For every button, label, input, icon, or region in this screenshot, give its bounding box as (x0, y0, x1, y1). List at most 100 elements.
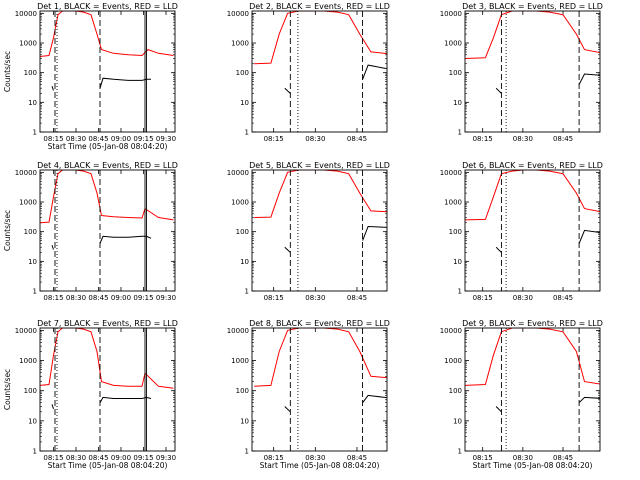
y-tick-label: 1 (245, 129, 249, 137)
x-tick-label: 08:15 (264, 294, 284, 302)
x-tick-label: 08:45 (553, 294, 573, 302)
panel-det-3: 1 10 100 1000 10000 08:15 08:30 08:45 Det 3, BLA… (440, 2, 603, 143)
y-tick-label: 1000 (231, 40, 249, 48)
series-line-2 (362, 225, 387, 241)
y-tick-label: 1000 (19, 40, 37, 48)
x-tick-label: 08:45 (88, 454, 108, 462)
series-line-1 (284, 246, 291, 253)
panel-det-4: 1 10 100 1000 10000 08:15 08:30 08:45 09:00 09:15… (3, 161, 178, 302)
panel-frame (464, 327, 601, 452)
panel-frame (39, 10, 176, 133)
y-tick-label: 10000 (440, 169, 462, 177)
y-tick-label: 1000 (444, 40, 462, 48)
panel-plot-area (254, 11, 387, 94)
y-tick-label: 10000 (15, 10, 37, 18)
series-line-2 (99, 235, 152, 244)
panel-title: Det 2, BLACK = Events, RED = LLD (249, 2, 390, 11)
y-axis-label: Counts/sec (3, 51, 12, 92)
y-tick-label: 100 (236, 69, 249, 77)
series-line-0 (254, 328, 387, 387)
y-tick-label: 100 (24, 69, 37, 77)
series-line-1 (51, 245, 54, 250)
x-tick-label: 08:45 (347, 454, 367, 462)
x-tick-label: 09:30 (156, 135, 176, 143)
x-tick-label: 08:30 (66, 294, 86, 302)
panel-det-5: 1 10 100 1000 10000 08:15 08:30 08:45 Det 5, BLA… (227, 161, 390, 302)
x-tick-label: 08:30 (513, 294, 533, 302)
x-tick-label: 09:00 (111, 454, 131, 462)
panel-plot-area (465, 170, 600, 253)
y-tick-label: 10 (240, 258, 249, 266)
y-tick-label: 100 (449, 228, 462, 236)
x-tick-label: 08:15 (43, 294, 63, 302)
x-axis-label: Start Time (05-Jan-08 08:04:20) (48, 142, 168, 151)
y-tick-label: 10000 (227, 327, 249, 335)
y-tick-label: 10 (453, 258, 462, 266)
series-line-2 (99, 77, 151, 89)
panel-plot-area (40, 328, 174, 409)
x-tick-label: 08:15 (43, 454, 63, 462)
y-tick-label: 1000 (231, 357, 249, 365)
y-tick-label: 10 (240, 99, 249, 107)
series-line-0 (40, 170, 174, 224)
y-tick-label: 1000 (231, 199, 249, 207)
y-tick-label: 10 (28, 99, 37, 107)
x-axis-label: Start Time (05-Jan-08 08:04:20) (48, 461, 168, 470)
y-tick-label: 100 (449, 387, 462, 395)
panel-det-6: 1 10 100 1000 10000 08:15 08:30 08:45 Det 6, BLA… (440, 161, 603, 302)
x-tick-label: 08:45 (347, 135, 367, 143)
x-tick-label: 08:45 (553, 454, 573, 462)
panel-frame (251, 10, 388, 133)
series-line-0 (40, 11, 174, 57)
series-line-1 (495, 87, 502, 94)
series-line-0 (254, 170, 387, 218)
panel-plot-area (254, 170, 387, 253)
series-line-0 (254, 11, 387, 65)
y-tick-label: 100 (24, 387, 37, 395)
x-tick-label: 08:30 (305, 294, 325, 302)
panel-title: Det 7, BLACK = Events, RED = LLD (37, 319, 178, 328)
x-tick-label: 09:00 (111, 294, 131, 302)
panel-frame (251, 327, 388, 452)
x-tick-label: 08:30 (305, 135, 325, 143)
series-line-2 (578, 229, 600, 244)
series-line-0 (40, 328, 174, 389)
x-tick-label: 08:30 (66, 454, 86, 462)
y-axis-label: Counts/sec (3, 369, 12, 410)
x-tick-label: 08:15 (473, 135, 493, 143)
y-tick-label: 10 (240, 417, 249, 425)
y-tick-label: 1 (245, 448, 249, 456)
x-tick-label: 08:45 (88, 294, 108, 302)
x-tick-label: 09:15 (133, 135, 153, 143)
y-tick-label: 1 (245, 288, 249, 296)
panel-det-8: 1 10 100 1000 10000 08:15 08:30 08:45 Det 8, BLA… (227, 319, 390, 470)
y-tick-label: 1 (458, 448, 462, 456)
series-line-2 (99, 396, 152, 403)
x-tick-label: 09:15 (133, 454, 153, 462)
y-tick-label: 10000 (440, 10, 462, 18)
y-tick-label: 10 (453, 99, 462, 107)
x-tick-label: 08:15 (473, 454, 493, 462)
panel-title: Det 4, BLACK = Events, RED = LLD (37, 161, 178, 170)
y-tick-label: 10000 (15, 169, 37, 177)
y-tick-label: 1000 (19, 199, 37, 207)
panel-frame (464, 10, 601, 133)
y-tick-label: 100 (449, 69, 462, 77)
panel-frame (39, 169, 176, 292)
y-tick-label: 10000 (227, 169, 249, 177)
panel-title: Det 5, BLACK = Events, RED = LLD (249, 161, 390, 170)
y-tick-label: 100 (24, 228, 37, 236)
y-tick-label: 100 (236, 228, 249, 236)
panel-title: Det 1, BLACK = Events, RED = LLD (37, 2, 178, 11)
y-tick-label: 10 (28, 258, 37, 266)
series-line-1 (51, 404, 54, 409)
y-tick-label: 1 (33, 129, 37, 137)
x-tick-label: 08:45 (88, 135, 108, 143)
series-line-2 (362, 394, 387, 404)
x-tick-label: 08:15 (264, 135, 284, 143)
panel-frame (39, 327, 176, 452)
x-tick-label: 09:30 (156, 454, 176, 462)
panel-title: Det 9, BLACK = Events, RED = LLD (462, 319, 603, 328)
